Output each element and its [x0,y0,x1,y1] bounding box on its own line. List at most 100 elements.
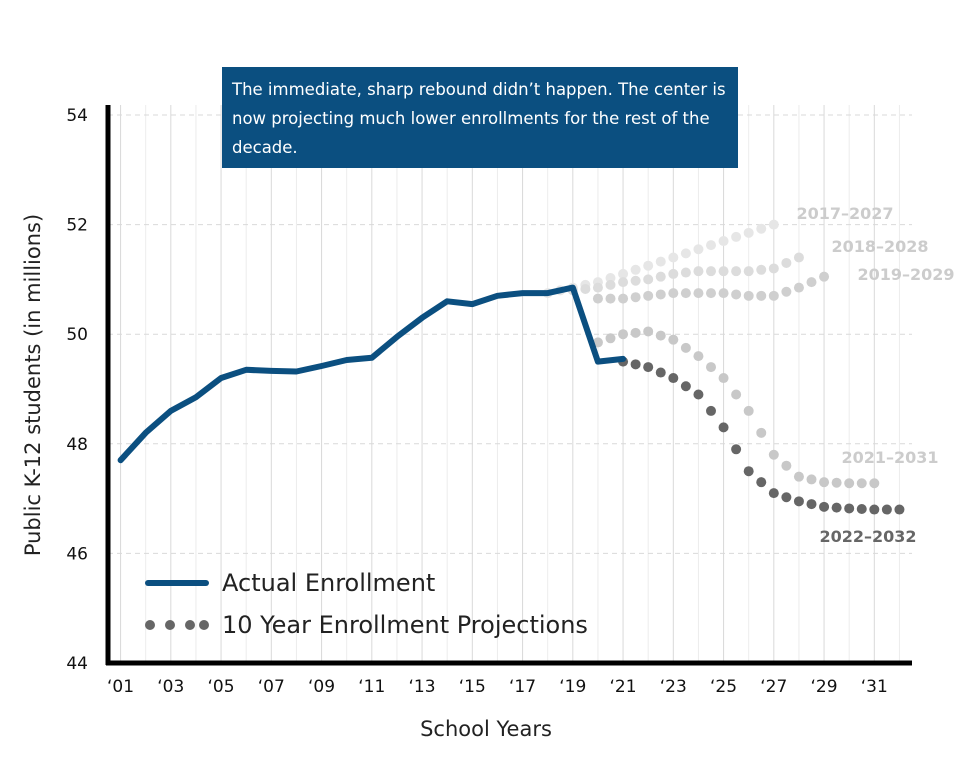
projection-dot [618,293,629,304]
projection-dot [756,477,767,488]
y-tick-label: 52 [66,216,88,236]
projection-dot [743,466,754,477]
actual-layer [117,284,627,464]
projection-dot [731,266,742,277]
projection-dot [894,504,905,515]
projection-dot [856,478,867,489]
projection-dot [605,279,616,290]
projection-dot [731,289,742,300]
projection-dot [781,460,792,471]
projection-dot [806,277,817,288]
projection-dot [806,474,817,485]
projection-dot [643,362,654,373]
y-axis-title: Public K-12 students (in millions) [21,214,45,556]
x-tick-label: ‘25 [710,677,737,697]
projection-dot [768,488,779,499]
annotation-callout: The immediate, sharp rebound didn’t happ… [222,67,738,168]
y-tick-label: 46 [66,544,88,564]
series-label-2017-2027: 2017–2027 [796,204,893,223]
projection-dot [768,219,779,230]
x-tick-label: ‘21 [610,677,637,697]
grid-layer [108,105,912,663]
legend-projection-swatch [145,620,209,630]
projection-dot [718,422,729,433]
x-tick-label: ‘11 [358,677,385,697]
projection-dot [605,293,616,304]
projection-dot [768,290,779,301]
projection-dot [592,282,603,293]
projection-series-2018-2028 [567,252,804,296]
projection-dot [618,329,629,340]
projection-dot [693,389,704,400]
projection-dot [743,290,754,301]
projection-series-2019-2029 [592,271,830,304]
projection-dot [718,266,729,277]
projection-dot [756,223,767,234]
y-tick-label: 44 [66,654,88,674]
series-label-2018-2028: 2018–2028 [831,237,928,256]
legend-actual-label: Actual Enrollment [222,569,435,597]
projection-dot [869,478,880,489]
projection-dot [580,283,591,294]
projection-dot [630,359,641,370]
projection-dot [630,275,641,286]
x-tick-label: ‘05 [208,677,235,697]
x-tick-label: ‘03 [157,677,184,697]
x-tick-label: ‘13 [409,677,436,697]
projection-dot [680,381,691,392]
x-tick-label: ‘01 [107,677,134,697]
projection-dot [655,367,666,378]
y-tick-label: 50 [66,325,88,345]
projection-dot [743,266,754,277]
projection-dot [693,351,704,362]
x-axis-title: School Years [420,717,552,741]
projection-dot [718,236,729,247]
projection-dot [706,362,716,373]
projection-dot [819,477,830,488]
projection-dot [668,268,679,279]
projection-dot [856,504,867,515]
projection-dot [819,271,830,282]
projection-dot [693,288,704,299]
projection-dot [680,267,691,278]
projection-dot [768,449,779,460]
projection-dot [793,471,804,482]
x-tick-label: ‘17 [509,677,536,697]
projection-dot [693,266,704,277]
projection-dot [743,227,754,238]
projection-dot [643,274,654,285]
projection-dot [793,496,804,507]
x-tick-label: ‘09 [308,677,335,697]
projection-dot [706,240,716,251]
projection-dot [768,263,779,274]
projection-dot [630,264,641,275]
x-tick-label: ‘27 [760,677,787,697]
projection-dot [605,333,616,344]
projection-dot [731,444,742,455]
y-tick-label: 54 [66,106,88,126]
x-tick-label: ‘31 [861,677,888,697]
projection-dot [706,266,716,277]
projection-dot [668,288,679,299]
projection-dot [731,231,742,242]
projection-dot [618,277,629,288]
projection-dot [706,405,716,416]
projection-dot [793,252,804,263]
projection-dot [655,256,666,267]
projection-dot [668,252,679,263]
projection-dot [731,389,742,400]
projection-dot [643,290,654,301]
projection-dot [693,244,704,255]
legend-projection-dot [145,620,155,630]
projection-dot [680,248,691,259]
projection-dot [605,273,616,284]
projection-dot [831,502,842,513]
projection-dot [592,337,603,348]
projection-dot [592,293,603,304]
projection-dot [706,288,716,299]
projection-dot [756,264,767,275]
projection-dot [643,326,654,337]
projection-dot [655,330,666,341]
x-tick-label: ‘15 [459,677,486,697]
